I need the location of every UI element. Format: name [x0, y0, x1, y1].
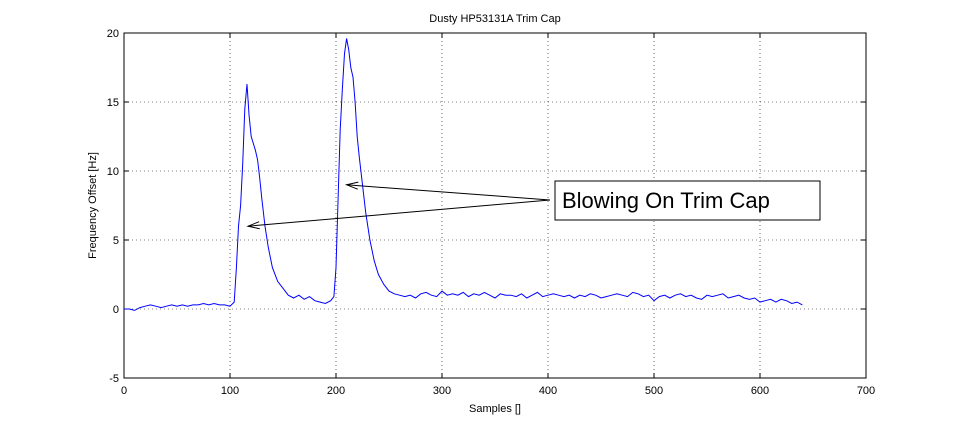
- x-tick-label: 100: [221, 385, 239, 397]
- x-tick-label: 600: [751, 385, 769, 397]
- x-tick-label: 300: [433, 385, 451, 397]
- series-layer: [124, 38, 803, 311]
- annotation-box: [554, 180, 821, 221]
- x-axis-title: Samples []: [469, 403, 521, 415]
- annotation-arrow-line: [346, 184, 551, 201]
- x-tick-label: 700: [857, 385, 875, 397]
- y-tick-label: 5: [113, 235, 119, 247]
- chart-title: Dusty HP53131A Trim Cap: [429, 13, 560, 25]
- annotation: Blowing On Trim Cap: [246, 180, 821, 230]
- plot-frame: [123, 32, 867, 379]
- annotation-text: Blowing On Trim Cap: [562, 188, 770, 213]
- y-tick-label: 0: [113, 304, 119, 316]
- y-tick-label: -5: [109, 373, 119, 385]
- x-tick-label: 400: [539, 385, 557, 397]
- series-line: [124, 38, 803, 311]
- y-axis-title: Frequency Offset [Hz]: [87, 152, 99, 259]
- x-tick-label: 200: [327, 385, 345, 397]
- annotation-arrowhead: [344, 181, 359, 190]
- y-tick-label: 15: [107, 97, 119, 109]
- annotation-arrow-line: [247, 199, 551, 227]
- annotation-arrowhead: [246, 221, 260, 230]
- y-tick-label: 10: [107, 166, 119, 178]
- x-tick-label: 500: [645, 385, 663, 397]
- x-tick-label: 0: [121, 385, 127, 397]
- y-tick-label: 20: [107, 28, 119, 40]
